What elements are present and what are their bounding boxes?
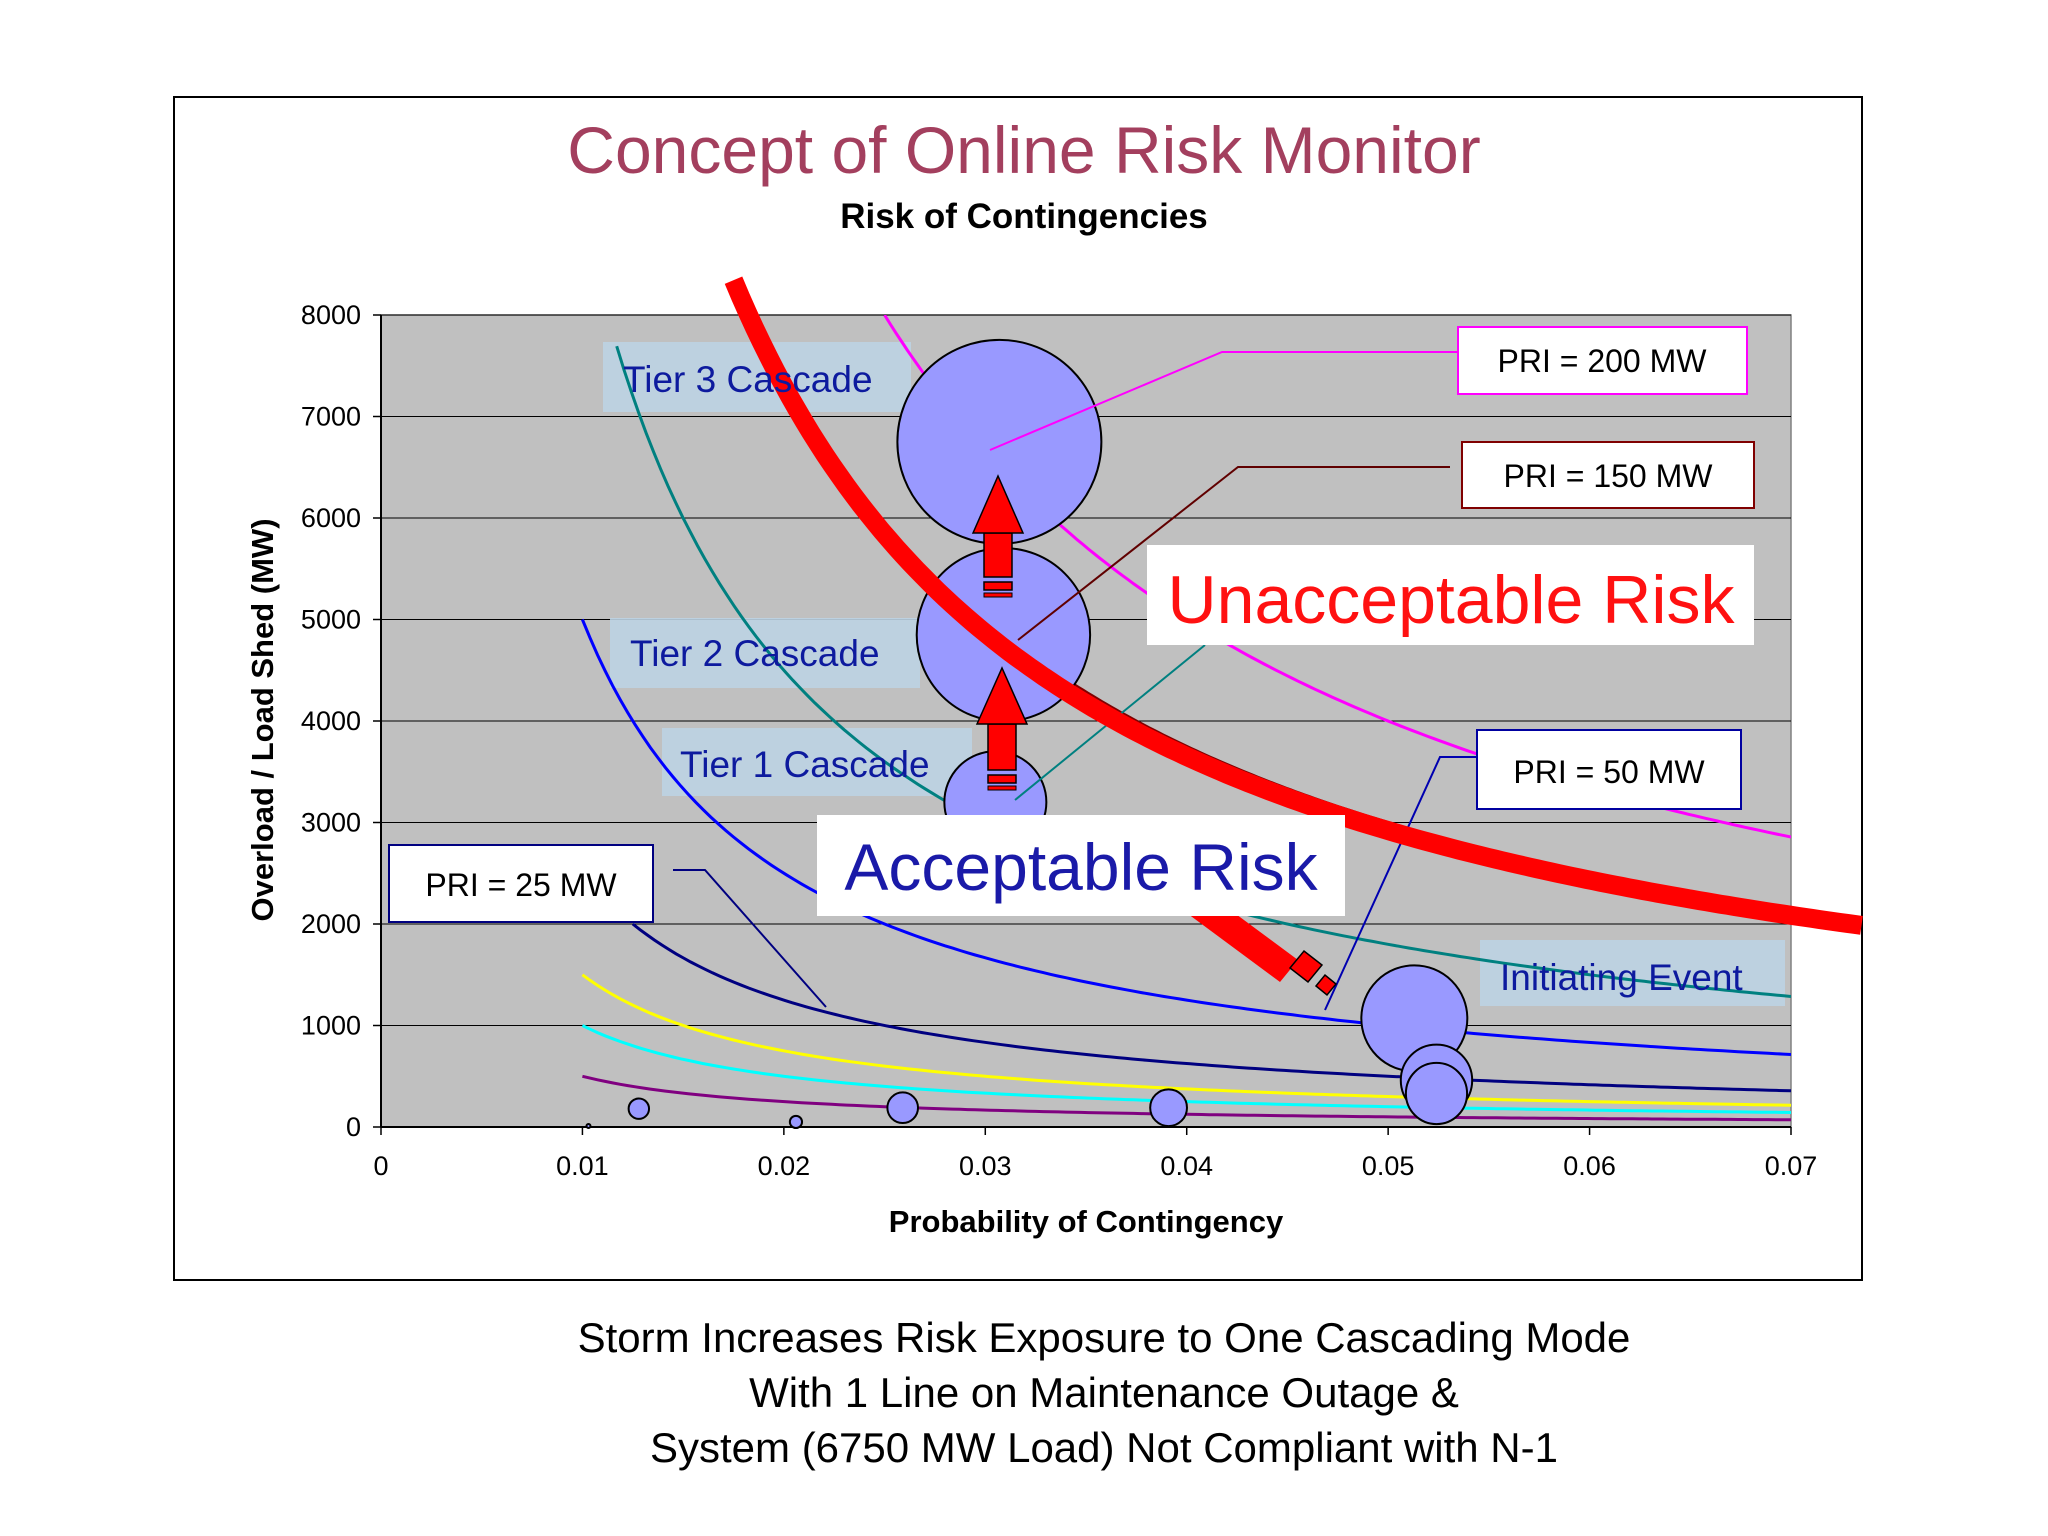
bubble bbox=[627, 1097, 651, 1120]
y-tick-label: 6000 bbox=[301, 503, 361, 533]
unacceptable-risk-box: Unacceptable Risk bbox=[1147, 545, 1754, 645]
x-tick-label: 0.05 bbox=[1362, 1151, 1415, 1181]
tier1-label: Tier 1 Cascade bbox=[680, 744, 930, 785]
svg-text:PRI = 25 MW: PRI = 25 MW bbox=[425, 867, 617, 903]
axes bbox=[380, 315, 1791, 1128]
acceptable-risk-box: Acceptable Risk bbox=[817, 815, 1345, 916]
leader-pri150 bbox=[1017, 466, 1450, 641]
y-tick-label: 7000 bbox=[301, 402, 361, 432]
bubble bbox=[1149, 1088, 1188, 1128]
y-axis-label: Overload / Load Shed (MW) bbox=[245, 518, 280, 921]
pri-25-box: PRI = 25 MW bbox=[388, 844, 654, 923]
x-tick-label: 0.03 bbox=[959, 1151, 1012, 1181]
x-tick-label: 0.07 bbox=[1765, 1151, 1818, 1181]
bubble bbox=[886, 1091, 920, 1125]
tier2-label: Tier 2 Cascade bbox=[630, 633, 880, 674]
pri-200-box: PRI = 200 MW bbox=[1457, 326, 1748, 395]
y-tick-label: 1000 bbox=[301, 1011, 361, 1041]
tier3-label: Tier 3 Cascade bbox=[623, 359, 873, 400]
leader-pri50 bbox=[1324, 756, 1482, 1011]
svg-text:Unacceptable Risk: Unacceptable Risk bbox=[1168, 562, 1736, 638]
y-tick-labels: 0 1000 2000 3000 4000 5000 6000 7000 8000 bbox=[301, 300, 361, 1142]
svg-text:PRI = 150 MW: PRI = 150 MW bbox=[1504, 458, 1714, 494]
arrow-up-lower bbox=[975, 666, 1029, 791]
x-tick-label: 0 bbox=[373, 1151, 388, 1181]
y-tick-label: 2000 bbox=[301, 909, 361, 939]
caption-line-3: System (6750 MW Load) Not Compliant with… bbox=[650, 1424, 1558, 1471]
svg-text:PRI = 200 MW: PRI = 200 MW bbox=[1498, 343, 1708, 379]
x-tick-label: 0.04 bbox=[1160, 1151, 1213, 1181]
series-line bbox=[581, 618, 1791, 1056]
caption-line-1: Storm Increases Risk Exposure to One Cas… bbox=[577, 1314, 1631, 1361]
caption-line-2: With 1 Line on Maintenance Outage & bbox=[749, 1369, 1459, 1416]
tier2-bg bbox=[610, 618, 920, 688]
svg-text:PRI = 50 MW: PRI = 50 MW bbox=[1513, 754, 1705, 790]
arrow-up-upper bbox=[971, 474, 1025, 598]
chart-title: Risk of Contingencies bbox=[840, 197, 1208, 236]
x-tick-label: 0.01 bbox=[556, 1151, 609, 1181]
initiating-event-label: Initiating Event bbox=[1500, 957, 1743, 998]
bubble bbox=[585, 1122, 592, 1129]
pri-150-box: PRI = 150 MW bbox=[1461, 441, 1755, 509]
y-tick-label: 0 bbox=[346, 1112, 361, 1142]
unacceptable-risk-threshold-curve bbox=[724, 276, 1863, 935]
leader-pri25 bbox=[673, 869, 827, 1008]
x-tick-label: 0.06 bbox=[1563, 1151, 1616, 1181]
bubble bbox=[1404, 1061, 1469, 1126]
x-tick-labels: 0 0.01 0.02 0.03 0.04 0.05 0.06 0.07 bbox=[373, 1151, 1817, 1181]
y-tick-label: 3000 bbox=[301, 808, 361, 838]
x-tick-label: 0.02 bbox=[758, 1151, 811, 1181]
y-tick-label: 8000 bbox=[301, 300, 361, 330]
pri-50-box: PRI = 50 MW bbox=[1476, 729, 1742, 810]
page-title: Concept of Online Risk Monitor bbox=[567, 113, 1481, 187]
caption: Storm Increases Risk Exposure to One Cas… bbox=[0, 1310, 2048, 1475]
svg-text:Acceptable Risk: Acceptable Risk bbox=[844, 830, 1318, 904]
series-line bbox=[581, 973, 1791, 1107]
bubble bbox=[788, 1114, 804, 1130]
x-axis-label: Probability of Contingency bbox=[889, 1204, 1284, 1239]
y-tick-label: 5000 bbox=[301, 605, 361, 635]
series-line bbox=[631, 922, 1791, 1093]
initiating-bg bbox=[1480, 940, 1785, 1006]
y-tick-label: 4000 bbox=[301, 706, 361, 736]
leader-pri200 bbox=[989, 351, 1458, 451]
